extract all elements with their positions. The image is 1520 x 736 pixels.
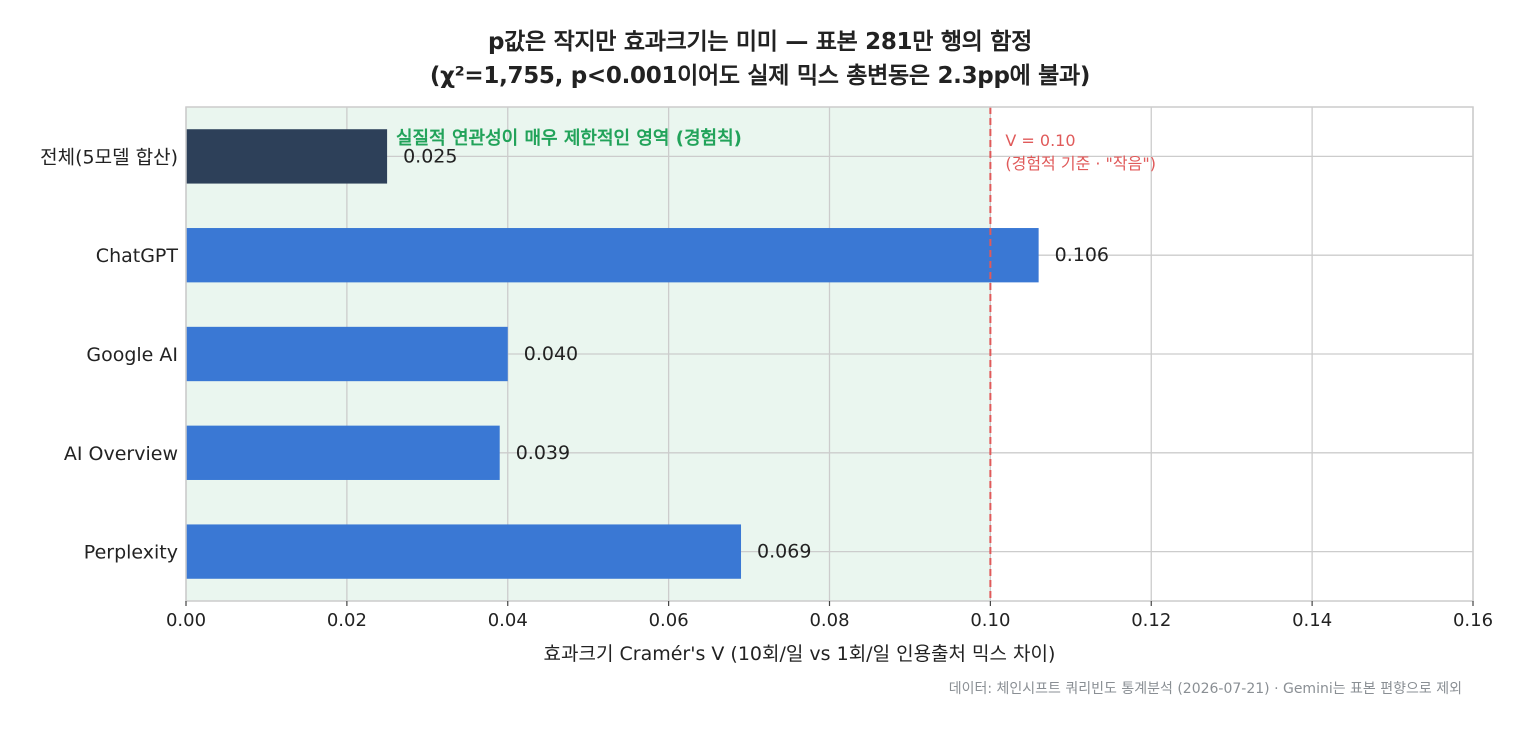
- bar: [186, 228, 1039, 283]
- x-tick-label: 0.00: [166, 610, 206, 631]
- shaded-region-label: 실질적 연관성이 매우 제한적인 영역 (경험칙): [396, 127, 742, 149]
- y-tick-label: Perplexity: [84, 542, 178, 564]
- x-tick-label: 0.16: [1453, 610, 1493, 631]
- x-tick-label: 0.14: [1292, 610, 1332, 631]
- x-tick-label: 0.06: [649, 610, 689, 631]
- labels: 0.025 전체(5모델 합산) 0.106 ChatGPT 0.040 Google A…: [40, 145, 1493, 631]
- x-tick-label: 0.10: [970, 610, 1010, 631]
- x-axis-label: 효과크기 Cramér's V (10회/일 vs 1회/일 인용출처 믹스 차…: [544, 643, 1056, 665]
- x-tick-label: 0.04: [488, 610, 528, 631]
- source-note: 데이터: 체인시프트 쿼리빈도 통계분석 (2026-07-21) · Gemi…: [948, 681, 1462, 697]
- chart-title: p값은 작지만 효과크기는 미미 — 표본 281만 행의 함정: [488, 29, 1032, 55]
- y-tick-label: ChatGPT: [96, 245, 179, 267]
- x-tick-label: 0.12: [1131, 610, 1171, 631]
- bar: [186, 425, 500, 480]
- y-tick-label: 전체(5모델 합산): [40, 146, 178, 168]
- y-tick-label: Google AI: [86, 344, 178, 366]
- bar-value-label: 0.025: [403, 145, 457, 167]
- threshold-label-note: (경험적 기준 · "작음"): [1005, 154, 1156, 173]
- chart-subtitle: (χ²=1,755, p<0.001이어도 실제 믹스 총변동은 2.3pp에 …: [429, 63, 1091, 89]
- bar: [186, 326, 508, 382]
- bar-value-label: 0.069: [757, 541, 811, 563]
- bar-value-label: 0.106: [1055, 244, 1109, 266]
- bar-value-label: 0.039: [516, 442, 570, 464]
- x-tick-label: 0.08: [809, 610, 849, 631]
- threshold-label-value: V = 0.10: [1005, 131, 1075, 150]
- bar: [186, 129, 388, 184]
- bar-value-label: 0.040: [524, 343, 578, 365]
- bar: [186, 524, 742, 579]
- y-tick-label: AI Overview: [64, 443, 178, 465]
- x-tick-label: 0.02: [327, 610, 367, 631]
- bars: [186, 129, 1039, 579]
